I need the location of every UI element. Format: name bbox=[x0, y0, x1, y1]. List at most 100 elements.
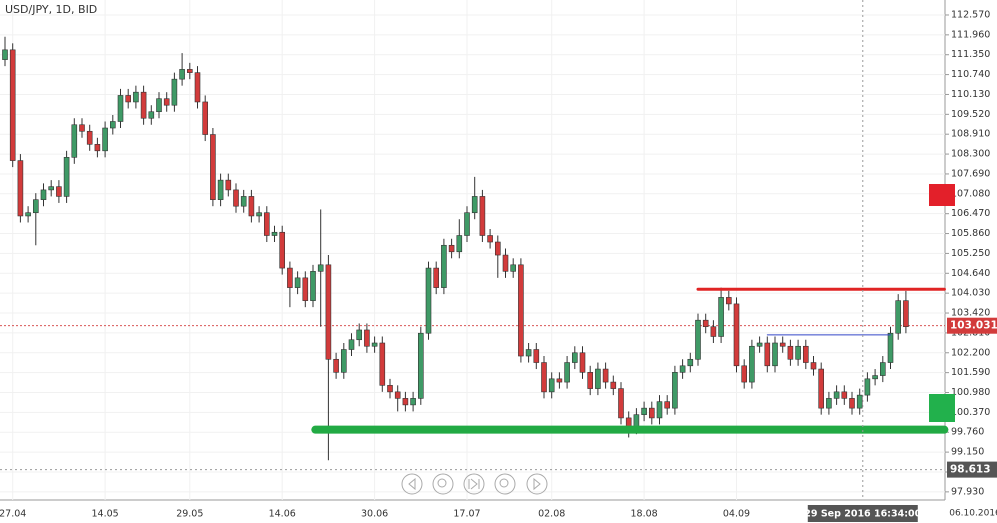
candle-body bbox=[487, 235, 493, 243]
candle-body bbox=[779, 342, 786, 347]
candle-body bbox=[133, 91, 139, 103]
candle-body bbox=[156, 98, 162, 113]
icon bbox=[468, 478, 480, 490]
y-tick-label: 109.520 bbox=[951, 109, 990, 120]
candle-body bbox=[56, 186, 62, 197]
candle-body bbox=[325, 264, 332, 360]
candle-body bbox=[471, 196, 478, 214]
candle-body bbox=[464, 212, 470, 236]
candle-body bbox=[263, 212, 270, 236]
icon bbox=[408, 477, 416, 491]
candle-body bbox=[710, 326, 717, 337]
candle-body bbox=[672, 372, 678, 409]
candle-body bbox=[217, 179, 224, 200]
candle-body bbox=[125, 95, 131, 103]
candle-body bbox=[279, 231, 286, 269]
reset-button[interactable] bbox=[463, 473, 485, 495]
candle-body bbox=[302, 277, 309, 301]
scroll-left-button[interactable] bbox=[401, 473, 423, 495]
candle-body bbox=[718, 297, 724, 337]
y-tick-label: 110.130 bbox=[951, 89, 990, 100]
candle-body bbox=[410, 398, 416, 406]
candle-body bbox=[772, 342, 778, 367]
candle-body bbox=[648, 407, 655, 419]
zoom-out-button[interactable] bbox=[432, 473, 454, 495]
candle-body bbox=[448, 244, 455, 253]
candle-body bbox=[364, 329, 370, 347]
last-price-label: 103.031 bbox=[950, 320, 997, 332]
candle-body bbox=[687, 358, 694, 367]
candle-body bbox=[317, 264, 324, 272]
candle-body bbox=[40, 189, 47, 200]
candle-body bbox=[494, 241, 501, 256]
candle-body bbox=[417, 332, 424, 399]
candle-body bbox=[864, 378, 871, 396]
candle-body bbox=[71, 124, 78, 158]
candle-body bbox=[194, 72, 201, 103]
candle-body bbox=[456, 235, 463, 253]
candle-body bbox=[749, 345, 755, 383]
sell-marker bbox=[929, 184, 955, 206]
candle-body bbox=[702, 319, 709, 328]
crosshair-time-box bbox=[807, 505, 918, 522]
candle-body bbox=[818, 368, 825, 409]
candle-body bbox=[433, 267, 440, 288]
x-tick-label: 14.05 bbox=[91, 509, 118, 520]
candle-body bbox=[887, 332, 894, 363]
candle-body bbox=[25, 212, 31, 217]
x-tick-label: 29.05 bbox=[176, 509, 203, 520]
y-tick-label: 99.150 bbox=[951, 447, 984, 458]
candle-body bbox=[310, 271, 316, 301]
candle-body bbox=[833, 391, 840, 399]
y-tick-label: 108.300 bbox=[951, 149, 990, 160]
x-tick-label: 27.04 bbox=[0, 509, 26, 520]
candle-body bbox=[17, 160, 24, 217]
candle-body bbox=[402, 398, 409, 406]
candle-body bbox=[533, 349, 540, 363]
candle-body bbox=[202, 101, 208, 135]
candle-body bbox=[340, 349, 347, 373]
y-tick-label: 100.370 bbox=[951, 407, 990, 418]
candle-body bbox=[2, 49, 8, 60]
candle-body bbox=[371, 342, 378, 347]
candle-body bbox=[856, 394, 863, 409]
candle-body bbox=[48, 186, 55, 191]
zoom-in-button[interactable] bbox=[494, 473, 516, 495]
candle-body bbox=[879, 362, 886, 376]
candle-body bbox=[140, 91, 147, 119]
icon bbox=[533, 477, 541, 491]
y-tick-label: 104.030 bbox=[951, 288, 990, 299]
y-tick-label: 108.910 bbox=[951, 129, 990, 140]
candle-body bbox=[510, 264, 517, 272]
candle-body bbox=[110, 121, 116, 129]
y-tick-label: 100.980 bbox=[951, 387, 990, 398]
crosshair-price-label: 98.613 bbox=[950, 464, 991, 476]
candle-body bbox=[86, 130, 93, 145]
y-tick-label: 99.760 bbox=[951, 427, 984, 438]
y-tick-label: 111.960 bbox=[951, 29, 990, 40]
candle-body bbox=[387, 385, 393, 393]
x-tick-label: 04.09 bbox=[723, 509, 750, 520]
y-tick-label: 110.740 bbox=[951, 69, 990, 80]
candle-body bbox=[587, 372, 594, 389]
y-tick-label: 107.690 bbox=[951, 168, 990, 179]
y-tick-label: 105.250 bbox=[951, 248, 990, 259]
icon bbox=[437, 478, 447, 488]
y-tick-label: 106.470 bbox=[951, 208, 990, 219]
candle-body bbox=[94, 143, 101, 152]
end-date: 06.10.2016 bbox=[949, 509, 997, 519]
candle-body bbox=[610, 381, 617, 389]
candle-body bbox=[441, 244, 447, 288]
candle-body bbox=[287, 267, 293, 288]
candle-body bbox=[171, 78, 178, 106]
candle-body bbox=[595, 368, 601, 389]
scroll-right-button[interactable] bbox=[526, 473, 548, 495]
y-tick-label: 112.570 bbox=[951, 9, 990, 20]
candle-body bbox=[564, 362, 570, 383]
candle-body bbox=[79, 124, 85, 132]
x-tick-label: 30.06 bbox=[361, 509, 388, 520]
candle-body bbox=[225, 179, 232, 191]
